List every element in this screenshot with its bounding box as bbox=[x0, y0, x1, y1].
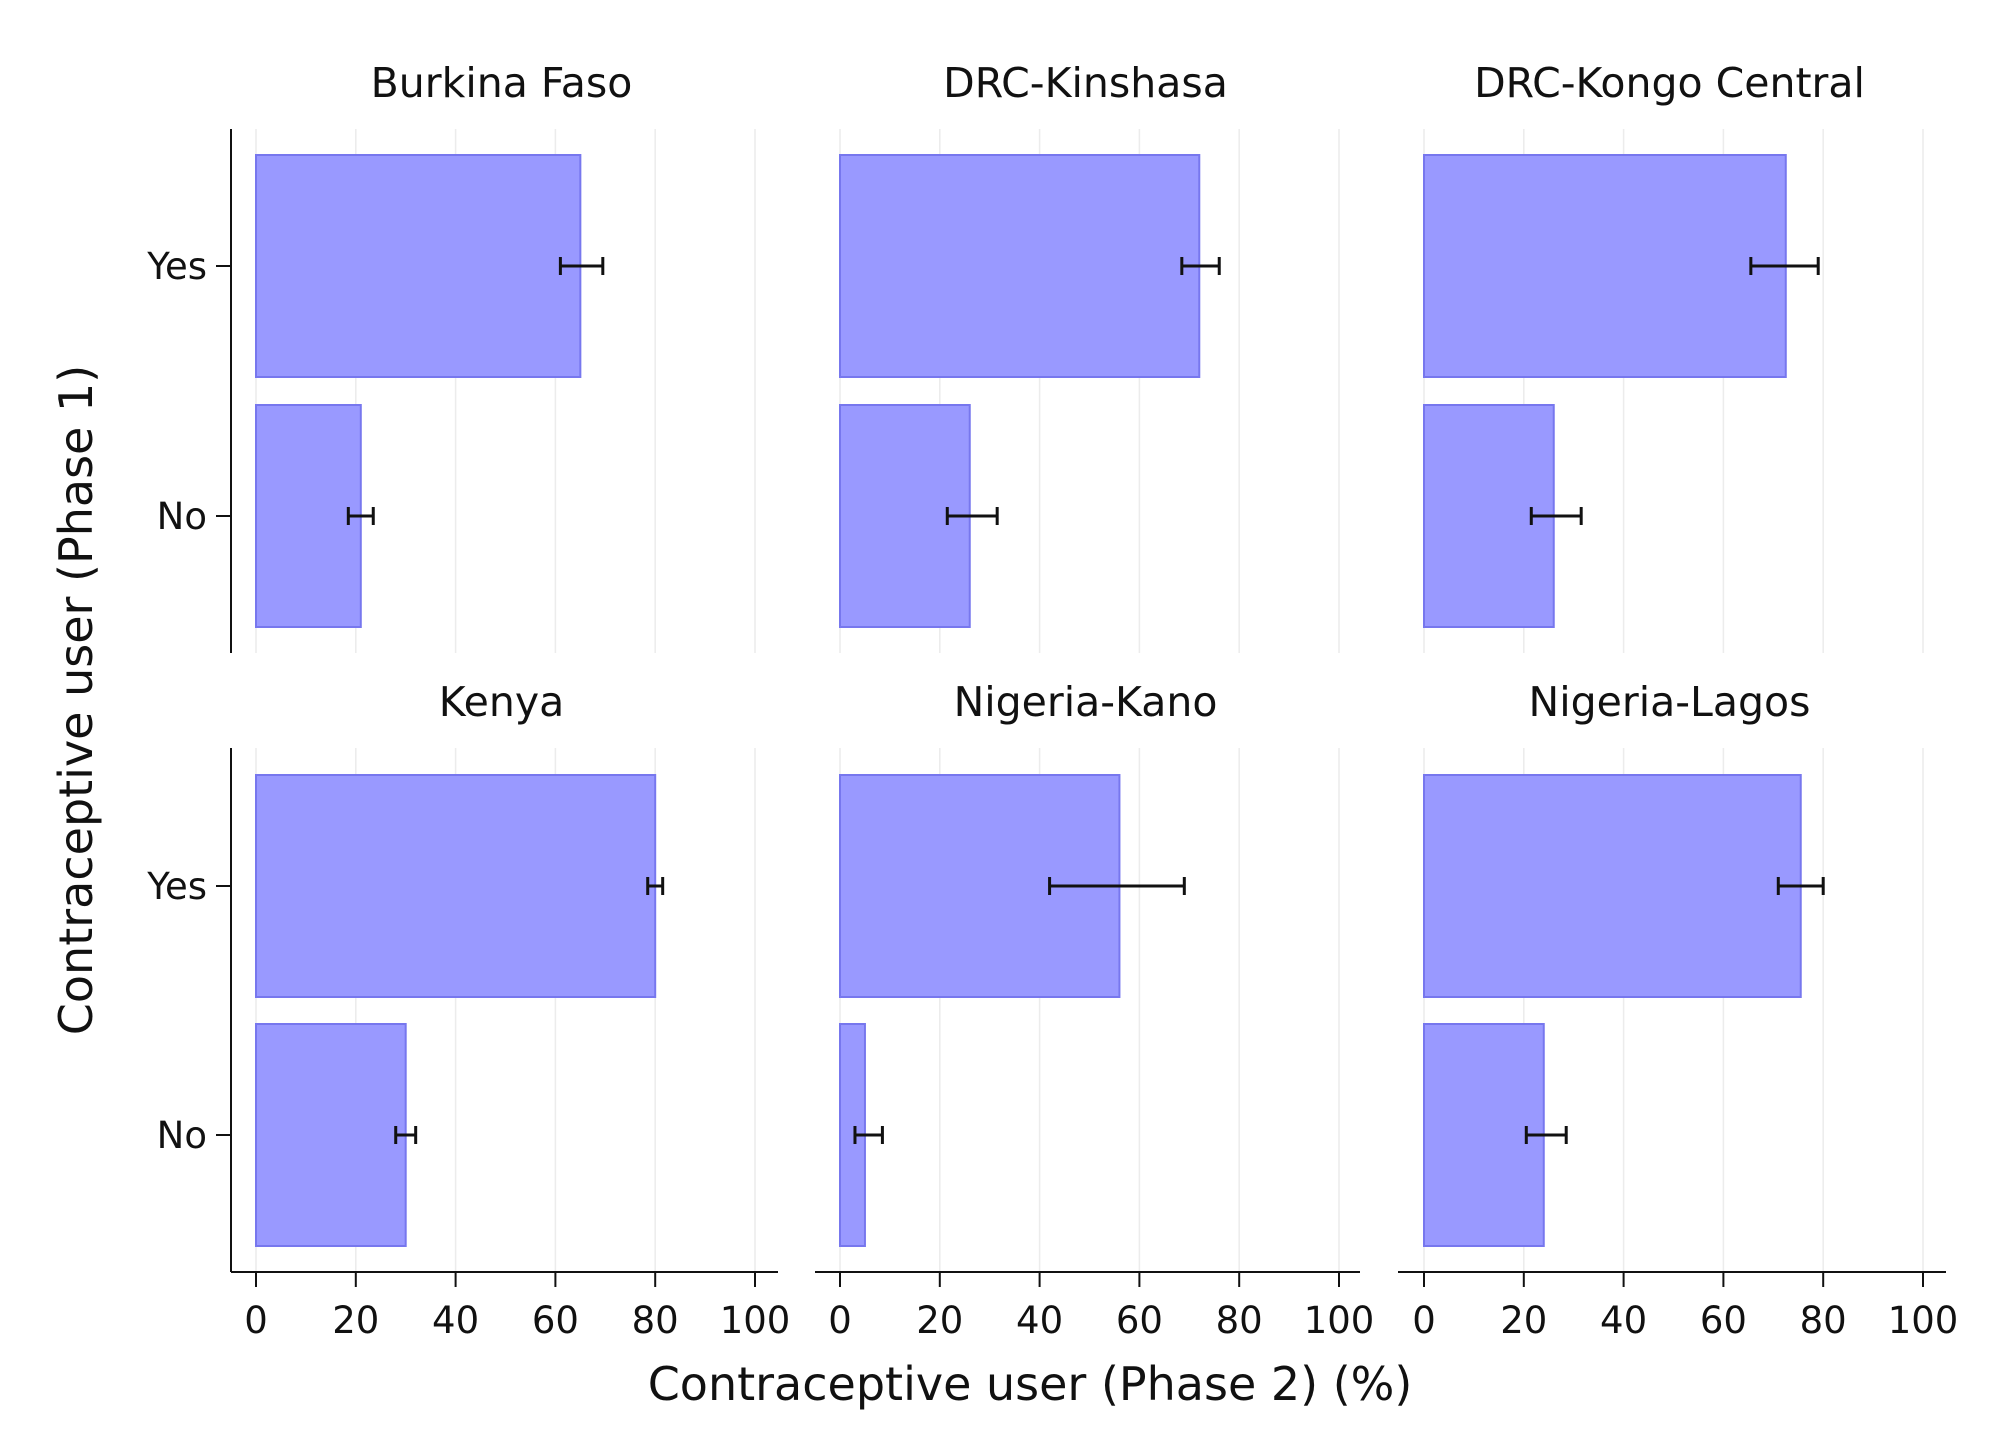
bar-layer bbox=[255, 154, 1825, 1247]
x-tick-label-nigeria-lagos-80: 80 bbox=[1800, 1299, 1847, 1342]
panel-title-nigeria-kano: Nigeria-Kano bbox=[954, 678, 1218, 726]
bar-burkina-faso-no bbox=[255, 404, 362, 628]
x-tick-label-nigeria-kano-20: 20 bbox=[916, 1299, 963, 1342]
bar-drc-kongo-central-yes bbox=[1423, 154, 1787, 378]
x-tick-label-kenya-100: 100 bbox=[720, 1299, 791, 1342]
x-tick-label-kenya-40: 40 bbox=[432, 1299, 479, 1342]
x-tick-label-kenya-20: 20 bbox=[332, 1299, 379, 1342]
bar-nigeria-lagos-no bbox=[1423, 1023, 1545, 1247]
x-tick-label-kenya-80: 80 bbox=[632, 1299, 679, 1342]
bar-nigeria-lagos-yes bbox=[1423, 774, 1802, 998]
panel-title-drc-kongo-central: DRC-Kongo Central bbox=[1474, 59, 1865, 107]
x-tick-label-kenya-60: 60 bbox=[532, 1299, 579, 1342]
y-tick-label-yes-row-2: Yes bbox=[146, 865, 207, 908]
bar-kenya-no bbox=[255, 1023, 407, 1247]
x-tick-label-nigeria-lagos-40: 40 bbox=[1600, 1299, 1647, 1342]
panel-title-drc-kinshasa: DRC-Kinshasa bbox=[943, 59, 1228, 107]
bar-kenya-yes bbox=[255, 774, 657, 998]
panel-title-burkina-faso: Burkina Faso bbox=[371, 59, 633, 107]
x-tick-label-nigeria-kano-80: 80 bbox=[1216, 1299, 1263, 1342]
x-tick-label-nigeria-kano-100: 100 bbox=[1304, 1299, 1375, 1342]
axis-layer bbox=[216, 129, 1946, 1287]
x-tick-label-nigeria-lagos-20: 20 bbox=[1500, 1299, 1547, 1342]
x-tick-label-nigeria-lagos-60: 60 bbox=[1700, 1299, 1747, 1342]
y-tick-label-no-row-1: No bbox=[157, 495, 207, 538]
y-axis-title: Contraceptive user (Phase 1) bbox=[49, 365, 103, 1035]
bar-drc-kinshasa-yes bbox=[839, 154, 1201, 378]
panel-title-kenya: Kenya bbox=[439, 678, 564, 726]
y-tick-label-no-row-2: No bbox=[157, 1114, 207, 1157]
x-tick-label-nigeria-lagos-0: 0 bbox=[1412, 1299, 1436, 1342]
label-layer: Burkina Faso Yes No DRC-Kinshasa DRC-Kongo C… bbox=[146, 59, 1958, 1342]
x-tick-label-nigeria-kano-40: 40 bbox=[1016, 1299, 1063, 1342]
x-axis-title: Contraceptive user (Phase 2) (%) bbox=[648, 1357, 1413, 1411]
panel-title-nigeria-lagos: Nigeria-Lagos bbox=[1529, 678, 1811, 726]
x-tick-label-nigeria-kano-0: 0 bbox=[828, 1299, 852, 1342]
x-tick-label-kenya-0: 0 bbox=[244, 1299, 268, 1342]
x-tick-label-nigeria-kano-60: 60 bbox=[1116, 1299, 1163, 1342]
bar-burkina-faso-yes bbox=[255, 154, 582, 378]
y-tick-label-yes-row-1: Yes bbox=[146, 245, 207, 288]
x-tick-label-nigeria-lagos-100: 100 bbox=[1888, 1299, 1959, 1342]
